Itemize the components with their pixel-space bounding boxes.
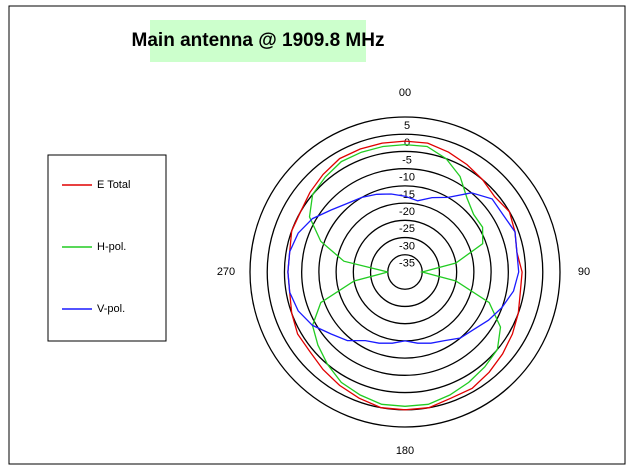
r-tick-label: -35 [399, 258, 415, 270]
grid-ring [352, 219, 458, 325]
grid-ring [318, 185, 492, 359]
legend-box [47, 154, 167, 342]
series-line [287, 140, 523, 411]
theta-tick-label: 90 [578, 266, 590, 278]
r-tick-label: -20 [399, 206, 415, 218]
grid-ring [301, 168, 509, 376]
legend-label: E Total [97, 179, 130, 191]
theta-tick-label: 270 [217, 266, 235, 278]
grid-ring [249, 116, 561, 428]
r-tick-label: -5 [402, 154, 412, 166]
series-line [287, 192, 520, 344]
r-tick-label: -30 [399, 240, 415, 252]
r-tick-label: 0 [404, 137, 410, 149]
r-tick-label: -10 [399, 172, 415, 184]
r-tick-label: -25 [399, 223, 415, 235]
grid-ring [369, 236, 441, 308]
title-box [150, 20, 366, 62]
legend-label: V-pol. [97, 303, 125, 315]
series-line [308, 143, 502, 407]
theta-tick-label: 00 [399, 87, 411, 99]
legend-label: H-pol. [97, 241, 126, 253]
chart-title: Main antenna @ 1909.8 MHz [132, 30, 385, 51]
theta-tick-label: 180 [396, 445, 414, 457]
r-tick-label: 5 [404, 120, 410, 132]
grid-ring [283, 150, 527, 394]
